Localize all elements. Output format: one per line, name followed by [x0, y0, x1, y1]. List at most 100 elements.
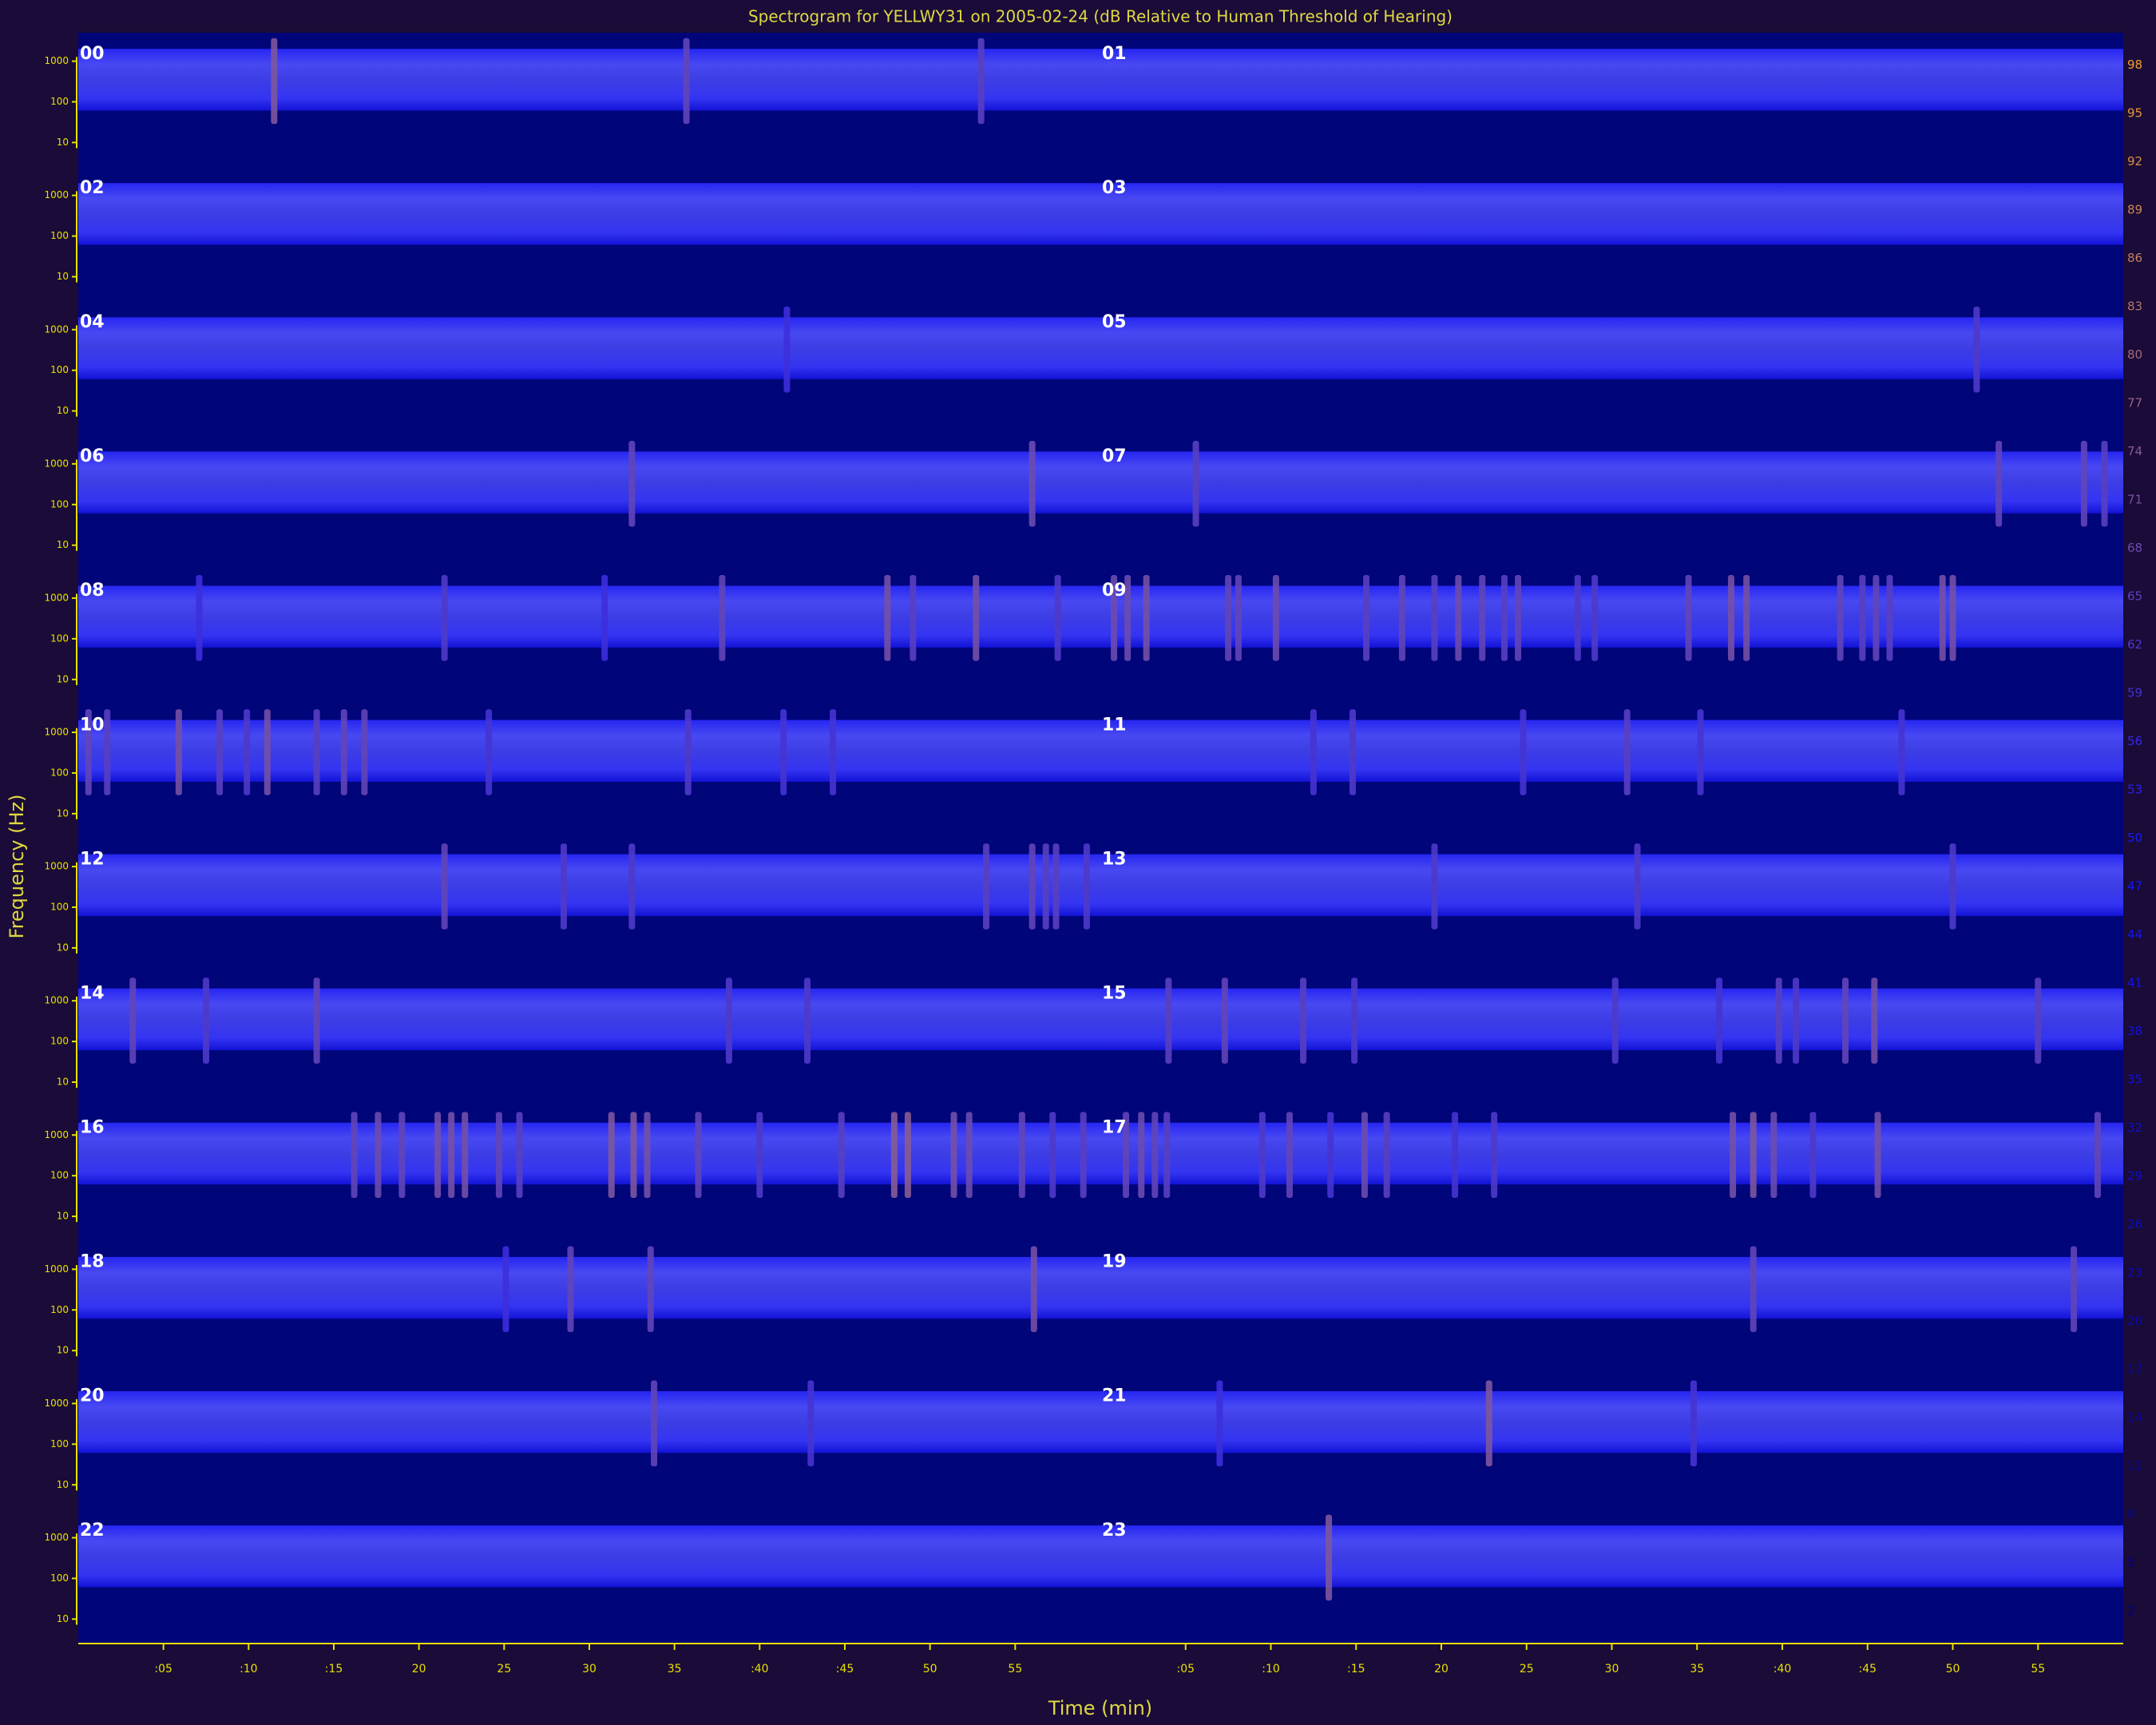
x-tick-label: :40 [1774, 1663, 1792, 1675]
call-event [375, 1112, 382, 1198]
y-tick-label: 10 [57, 942, 69, 953]
colorbar-label: 86 [2127, 251, 2142, 265]
x-tick-label: 55 [2031, 1663, 2045, 1675]
call-event [1030, 1246, 1037, 1333]
hour-label: 10 [80, 715, 105, 735]
call-event [1770, 1112, 1778, 1198]
call-event [1623, 709, 1631, 795]
hour-label: 05 [1102, 312, 1127, 332]
call-event [780, 709, 787, 795]
call-event [884, 575, 891, 661]
noise-band [78, 1391, 2123, 1453]
x-tick-label: 55 [1008, 1663, 1022, 1675]
call-event [719, 575, 726, 661]
y-tick-label: 10 [57, 539, 69, 550]
y-tick-label: 1000 [44, 727, 69, 738]
plot-background [78, 33, 2123, 1644]
call-event [1124, 575, 1132, 661]
call-event [85, 709, 92, 795]
call-event [2080, 440, 2087, 527]
call-event [1258, 1112, 1266, 1198]
colorbar-label: 14 [2127, 1410, 2142, 1425]
call-event [1455, 575, 1462, 661]
x-tick-label: :05 [154, 1663, 172, 1675]
y-tick-label: 100 [50, 1170, 69, 1181]
hour-label: 04 [80, 312, 105, 332]
call-event [1123, 1112, 1130, 1198]
call-event [1028, 440, 1036, 527]
y-tick-label: 1000 [44, 592, 69, 603]
colorbar-label: 8 [2127, 1507, 2135, 1521]
colorbar-label: 74 [2127, 444, 2142, 458]
call-event [1165, 978, 1172, 1064]
hour-label: 19 [1102, 1252, 1127, 1272]
call-event [1634, 843, 1641, 930]
colorbar-label: 32 [2127, 1120, 2142, 1135]
call-event [1054, 575, 1061, 661]
colorbar-label: 71 [2127, 492, 2142, 506]
colorbar-label: 26 [2127, 1217, 2142, 1231]
y-tick-label: 10 [57, 1345, 69, 1356]
call-event [196, 575, 203, 661]
call-event [313, 978, 320, 1064]
x-tick-label: 30 [1605, 1663, 1619, 1675]
call-event [1151, 1112, 1159, 1198]
call-event [1685, 575, 1692, 661]
call-event [2101, 440, 2108, 527]
hour-label: 07 [1102, 446, 1127, 466]
call-event [434, 1112, 442, 1198]
colorbar-label: 23 [2127, 1266, 2142, 1280]
call-event [725, 978, 732, 1064]
y-tick-label: 100 [50, 230, 69, 241]
call-event [1138, 1112, 1145, 1198]
call-event [340, 709, 347, 795]
y-tick-label: 100 [50, 1572, 69, 1584]
x-tick-label: 50 [923, 1663, 937, 1675]
call-event [1859, 575, 1866, 661]
call-event [129, 978, 137, 1064]
call-event [1221, 978, 1228, 1064]
hour-label: 18 [80, 1252, 105, 1272]
call-event [1143, 575, 1150, 661]
call-event [695, 1112, 702, 1198]
call-event [644, 1112, 651, 1198]
y-tick-label: 10 [57, 405, 69, 416]
call-event [398, 1112, 406, 1198]
y-tick-label: 100 [50, 498, 69, 510]
colorbar-label: 92 [2127, 154, 2142, 169]
call-event [1491, 1112, 1498, 1198]
call-event [1383, 1112, 1390, 1198]
call-event [1730, 1112, 1737, 1198]
call-event [244, 709, 251, 795]
hour-label: 21 [1102, 1386, 1127, 1406]
hour-label: 03 [1102, 178, 1127, 198]
call-event [1049, 1112, 1056, 1198]
y-tick-label: 100 [50, 96, 69, 107]
call-event [1028, 843, 1036, 930]
colorbar-label: 17 [2127, 1362, 2142, 1377]
call-event [1327, 1112, 1334, 1198]
call-event [2035, 978, 2042, 1064]
colorbar-label: 98 [2127, 58, 2142, 72]
y-tick-label: 10 [57, 1479, 69, 1490]
call-event [1111, 575, 1118, 661]
colorbar-label: 56 [2127, 734, 2142, 748]
y-tick-label: 100 [50, 632, 69, 644]
y-axis-label: Frequency (Hz) [6, 795, 28, 939]
call-event [1871, 978, 1878, 1064]
hour-label: 13 [1102, 849, 1127, 869]
y-tick-label: 1000 [44, 189, 69, 200]
y-tick-label: 100 [50, 1438, 69, 1449]
call-event [448, 1112, 455, 1198]
colorbar-label: 53 [2127, 782, 2142, 796]
call-event [175, 709, 182, 795]
noise-band [78, 585, 2123, 648]
noise-band [78, 451, 2123, 514]
call-event [561, 843, 567, 930]
hour-label: 14 [80, 983, 105, 1003]
call-event [1716, 978, 1723, 1064]
call-event [1898, 709, 1905, 795]
call-event [1973, 306, 1980, 393]
call-event [1286, 1112, 1293, 1198]
y-tick-label: 10 [57, 1077, 69, 1088]
